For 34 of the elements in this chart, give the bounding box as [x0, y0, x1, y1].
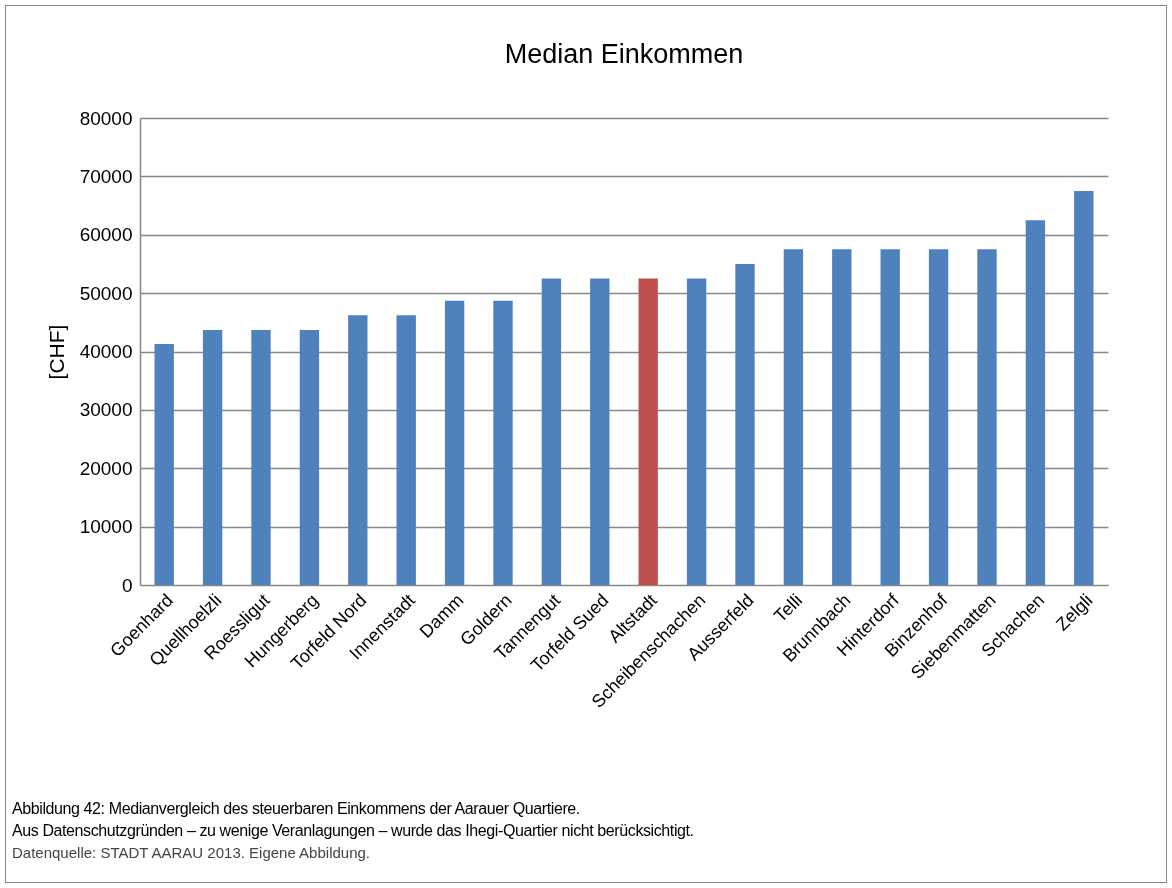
- bar: [832, 249, 852, 585]
- y-tick-label: 30000: [79, 399, 133, 421]
- y-tick-label: 80000: [79, 107, 133, 129]
- chart-title: Median Einkommen: [504, 39, 744, 69]
- text: Aus Datenschutzgründen – zu wenige Veranlagungen – wurde das Ihegi-Quartier nicht berücksichtigt.: [12, 821, 694, 841]
- bar: [783, 249, 804, 585]
- bar: [396, 315, 416, 585]
- bar: [541, 278, 562, 585]
- bar: [590, 278, 610, 585]
- bar: [638, 278, 658, 585]
- bar: [493, 300, 513, 585]
- bar: [202, 329, 223, 585]
- bar: [977, 249, 997, 585]
- y-tick-label: 20000: [79, 457, 133, 479]
- bar: [1025, 220, 1046, 585]
- bar: [251, 329, 271, 585]
- y-tick-label: 40000: [79, 341, 133, 362]
- bar: [444, 300, 465, 585]
- bar: [154, 343, 174, 585]
- y-axis-title: [CHF]: [44, 324, 68, 380]
- bar: [928, 249, 949, 585]
- y-tick-label: 60000: [79, 224, 133, 246]
- text: Datenquelle: STADT AARAU 2013. Eigene Abbildung.: [12, 843, 371, 863]
- y-tick-label: 70000: [79, 165, 133, 187]
- y-tick-label: 0: [121, 574, 133, 596]
- bar: [735, 263, 755, 585]
- bar: [880, 249, 900, 585]
- bar: [348, 315, 368, 585]
- y-tick-label: 10000: [79, 516, 133, 538]
- bar: [1074, 190, 1094, 585]
- bar: [299, 329, 320, 585]
- text: Abbildung 42: Medianvergleich des steuerbaren Einkommens der Aarauer Quartiere.: [12, 799, 581, 819]
- y-tick-label: 50000: [79, 282, 133, 304]
- bar: [686, 278, 707, 585]
